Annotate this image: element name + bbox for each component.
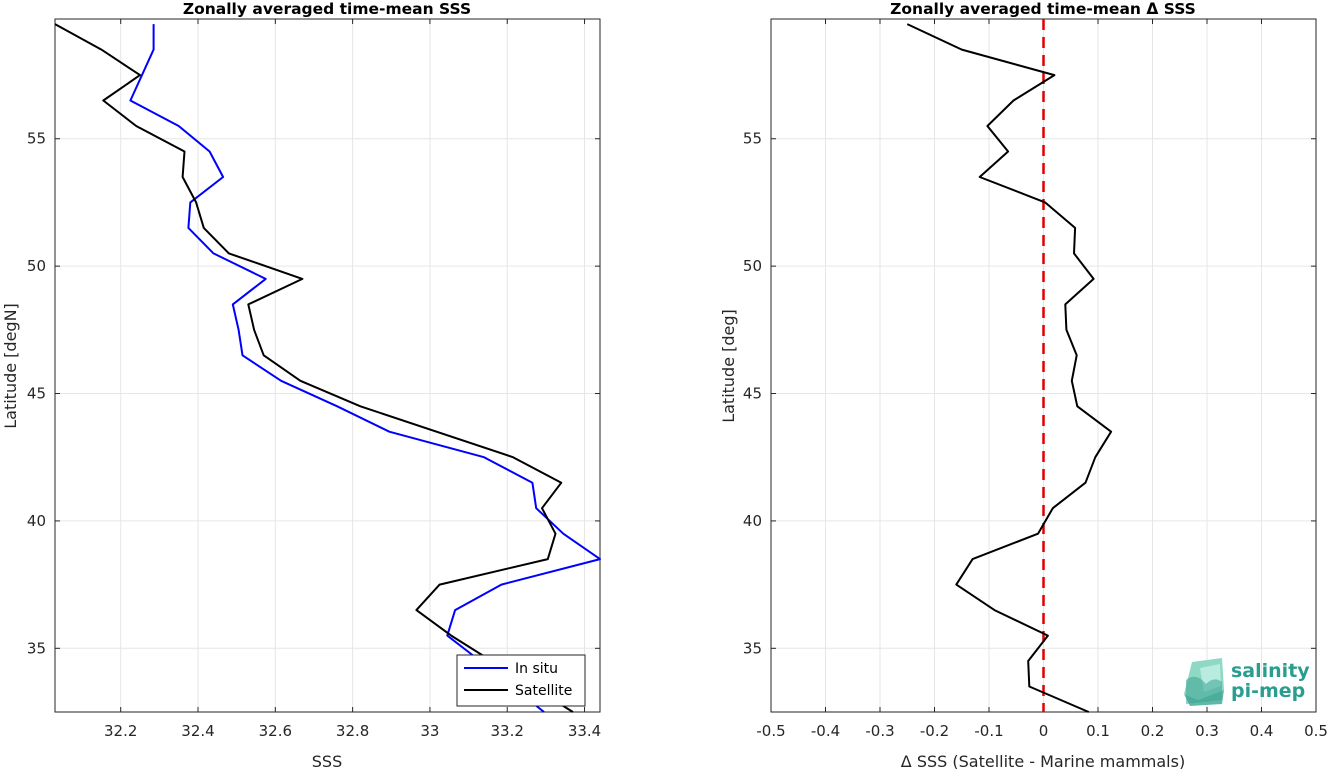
- y-tick-label: 55: [743, 130, 762, 148]
- x-tick-label: 32.2: [104, 722, 137, 740]
- x-tick-label: 33.2: [491, 722, 524, 740]
- x-tick-label: -0.2: [920, 722, 949, 740]
- y-tick-label: 50: [27, 257, 46, 275]
- x-axis-label: SSS: [312, 752, 342, 769]
- y-tick-label: 55: [27, 130, 46, 148]
- y-tick-label: 45: [27, 385, 46, 403]
- series-line-satellite: [54, 23, 574, 713]
- y-tick-label: 40: [27, 512, 46, 530]
- x-tick-label: 32.8: [336, 722, 369, 740]
- x-tick-label: 33.4: [568, 722, 601, 740]
- x-tick-label: -0.5: [756, 722, 785, 740]
- x-tick-label: -0.4: [811, 722, 840, 740]
- logo-line-2: pi-mep: [1231, 680, 1305, 702]
- y-tick-label: 35: [743, 639, 762, 657]
- axes-box: [54, 18, 601, 713]
- series-line-in-situ: [129, 24, 601, 713]
- x-tick-label: -0.1: [974, 722, 1003, 740]
- logo-mark: [1184, 658, 1224, 706]
- axis-ticks: -0.5 -0.4 -0.3 -0.2 -0.1 0 0.1 0.2 0.3 0.4 0.5 35 40…: [743, 19, 1328, 740]
- x-tick-label: 0: [1039, 722, 1049, 740]
- y-tick-label: 50: [743, 257, 762, 275]
- x-tick-label: 32.6: [259, 722, 292, 740]
- legend-box: [456, 654, 586, 707]
- grid: [55, 19, 600, 712]
- legend: In situ Satellite: [456, 654, 586, 707]
- axis-ticks: 32.2 32.4 32.6 32.8 33 33.2 33.4 35 40 45 50 55: [27, 19, 601, 740]
- legend-label-in-situ: In situ: [515, 661, 558, 677]
- x-tick-label: -0.3: [865, 722, 894, 740]
- salinity-pi-mep-logo: salinity pi-mep: [1184, 658, 1310, 706]
- delta-sss-panel: -0.5 -0.4 -0.3 -0.2 -0.1 0 0.1 0.2 0.3 0.4 0.5 35 40…: [719, 0, 1328, 769]
- x-tick-label: 0.5: [1304, 722, 1328, 740]
- chart-title: Zonally averaged time-mean SSS: [183, 0, 471, 18]
- legend-label-satellite: Satellite: [515, 683, 572, 699]
- x-tick-label: 0.2: [1141, 722, 1165, 740]
- logo-line-1: salinity: [1231, 660, 1310, 682]
- series-group: [54, 23, 601, 713]
- chart-title: Zonally averaged time-mean Δ SSS: [890, 0, 1196, 18]
- x-tick-label: 0.1: [1086, 722, 1110, 740]
- x-tick-label: 0.3: [1195, 722, 1219, 740]
- series-group: [906, 23, 1113, 713]
- x-tick-label: 0.4: [1250, 722, 1274, 740]
- series-line-0: [906, 23, 1113, 713]
- x-tick-label: 32.4: [181, 722, 214, 740]
- x-axis-label: Δ SSS (Satellite - Marine mammals): [901, 752, 1185, 769]
- x-tick-label: 33: [420, 722, 439, 740]
- sss-panel: 32.2 32.4 32.6 32.8 33 33.2 33.4 35 40 45 50 55 Zon…: [1, 0, 601, 769]
- y-tick-label: 35: [27, 639, 46, 657]
- y-axis-label: Latitude [degN]: [1, 303, 20, 429]
- y-axis-label: Latitude [deg]: [719, 309, 738, 423]
- y-tick-label: 40: [743, 512, 762, 530]
- y-tick-label: 45: [743, 385, 762, 403]
